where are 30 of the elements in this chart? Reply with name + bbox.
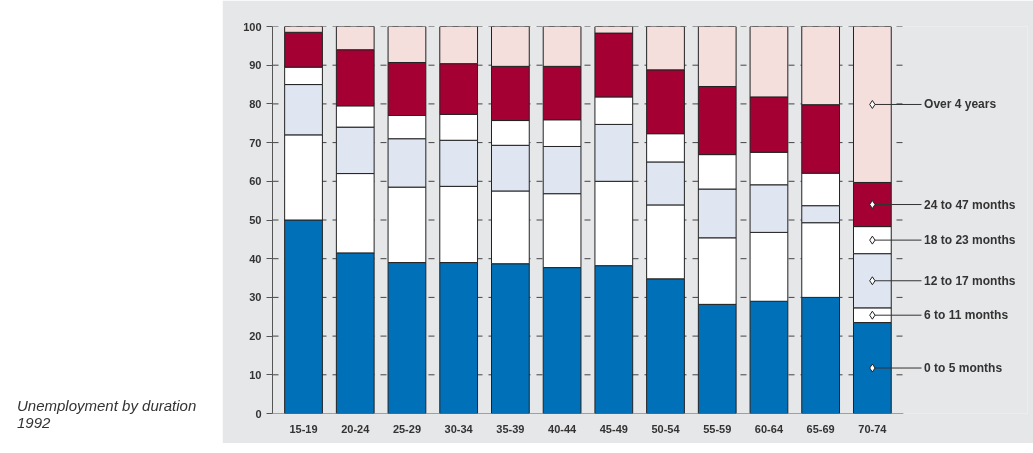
- x-tick-label: 40-44: [548, 422, 578, 435]
- x-tick-label: 20-24: [341, 422, 371, 435]
- x-tick-label: 45-49: [599, 422, 628, 435]
- text: Over 4 years: [924, 97, 997, 112]
- x-tick-label: 35-39: [496, 422, 525, 435]
- y-tick-label: 60: [249, 175, 262, 188]
- x-tick-label: 15-19: [289, 422, 318, 435]
- text: 0 to 5 months: [924, 361, 1003, 376]
- y-tick-label: 80: [249, 97, 262, 110]
- y-tick-label: 70: [249, 136, 262, 149]
- text: Unemployment by duration 1992: [17, 397, 198, 432]
- y-tick-label: 100: [243, 20, 262, 33]
- y-tick-label: 20: [249, 330, 262, 343]
- x-tick-label: 55-59: [703, 422, 732, 435]
- x-tick-label: 70-74: [858, 422, 888, 435]
- text: 18 to 23 months: [924, 233, 1016, 248]
- text: 12 to 17 months: [924, 273, 1016, 288]
- text: 24 to 47 months: [924, 197, 1016, 212]
- x-tick-label: 60-64: [754, 422, 784, 435]
- y-tick-label: 0: [255, 407, 262, 420]
- x-tick-label: 50-54: [651, 422, 681, 435]
- y-tick-label: 50: [249, 214, 262, 226]
- x-tick-label: 25-29: [392, 422, 422, 435]
- text: 6 to 11 months: [924, 308, 1009, 323]
- y-tick-label: 10: [249, 368, 262, 381]
- y-tick-label: 30: [249, 291, 262, 304]
- x-tick-label: 65-69: [806, 422, 835, 435]
- y-tick-label: 40: [249, 252, 262, 265]
- y-tick-label: 90: [249, 59, 262, 72]
- x-tick-label: 30-34: [444, 422, 474, 435]
